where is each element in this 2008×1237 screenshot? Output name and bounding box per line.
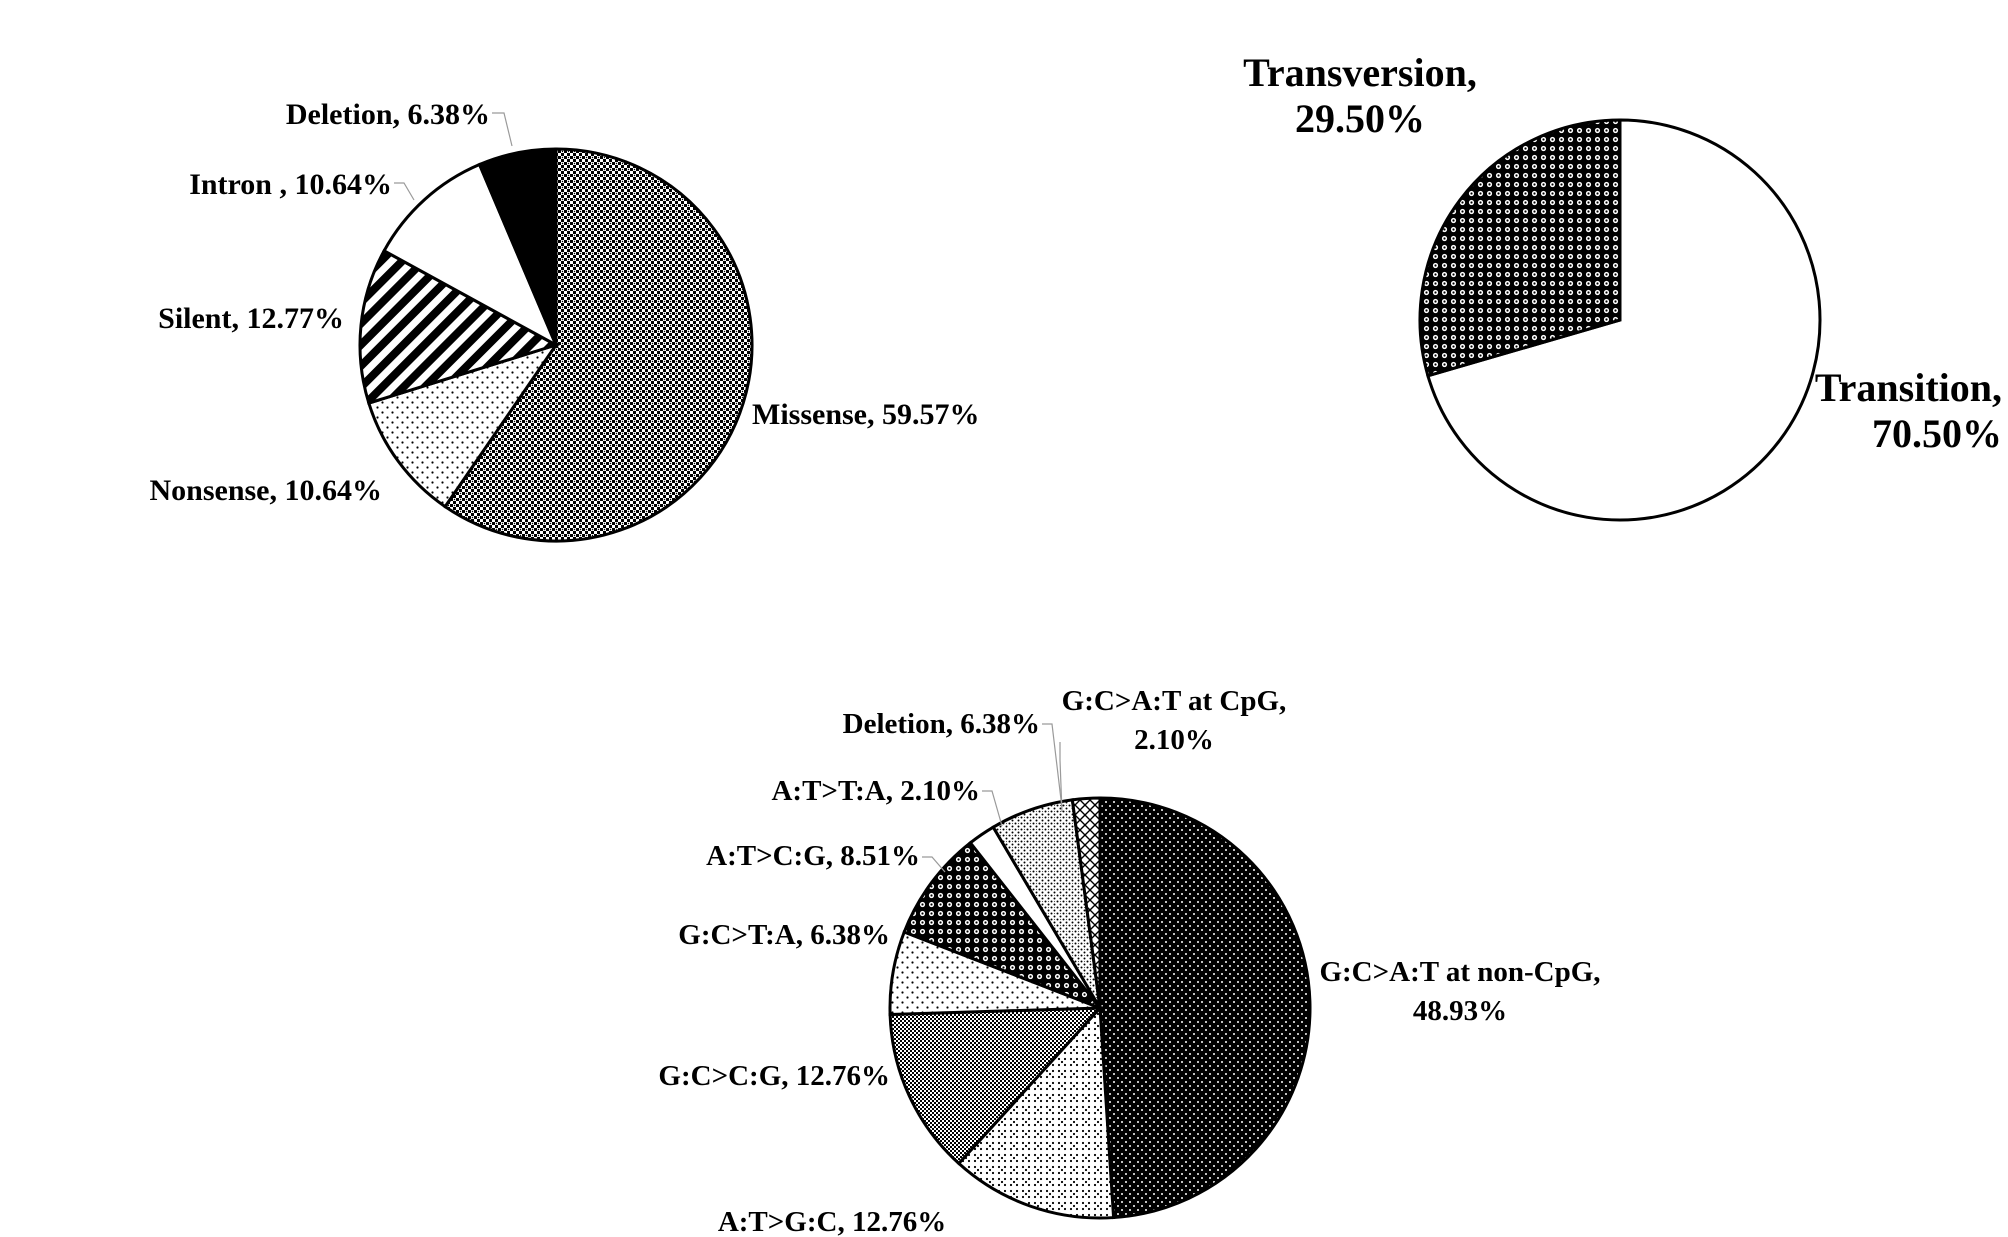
slice-label-line: 48.93% [1413, 995, 1507, 1027]
pie-slice [358, 248, 560, 405]
slice-label: G:C>T:A, 6.38% [678, 919, 890, 951]
pie-slice [1098, 796, 1312, 1220]
slice-label-line: Deletion, 6.38% [843, 708, 1040, 740]
slice-label: A:T>C:G, 8.51% [706, 840, 920, 872]
slice-label-line: Missense, 59.57% [752, 398, 980, 431]
slice-label-line: A:T>G:C, 12.76% [718, 1206, 946, 1237]
pie-slice [1418, 118, 1622, 378]
slice-label: G:C>A:T at non-CpG, 48.93% [1319, 956, 1600, 1027]
slice-label-line: 2.10% [1134, 724, 1214, 756]
pie-slice [366, 342, 560, 509]
slice-label-line: G:C>C:G, 12.76% [658, 1060, 890, 1092]
slice-label-line: G:C>A:T at CpG, [1062, 685, 1287, 717]
slice-label: Deletion, 6.38% [286, 98, 490, 131]
base-substitution-pie-chart: G:C>A:T at non-CpG, 48.93% A:T>G:C, 12.76%… [658, 685, 1600, 1237]
label-leader-line [1059, 742, 1063, 813]
slice-label-line: Nonsense, 10.64% [149, 474, 382, 507]
slice-label: Intron , 10.64% [189, 168, 392, 201]
slice-label: Nonsense, 10.64% [149, 474, 382, 507]
slice-label: G:C>A:T at CpG, 2.10% [1062, 685, 1287, 756]
slice-label-line: G:C>A:T at non-CpG, [1319, 956, 1600, 988]
slice-label-line: A:T>T:A, 2.10% [771, 775, 980, 807]
label-leader-line [922, 856, 946, 873]
pie-slice [477, 147, 558, 346]
slice-label: Transversion, 29.50% [1243, 50, 1477, 141]
label-leader-line [1042, 723, 1063, 809]
slice-label-line: Transversion, [1243, 50, 1477, 95]
transition-transversion-pie-chart: Transition, 70.50% Transversion, 29.50% [1243, 50, 2002, 522]
slice-label-line: Transition, [1815, 365, 2002, 410]
pie-slice [902, 840, 1105, 1012]
pie-slice [888, 1006, 1104, 1166]
label-leader-line [394, 182, 415, 201]
label-leader-line [982, 790, 1003, 827]
mutation-type-pie-chart: Missense, 59.57% Nonsense, 10.64% Silent, … [149, 98, 980, 543]
slice-label: Missense, 59.57% [752, 398, 980, 431]
slice-label-line: 70.50% [1872, 411, 2002, 456]
slice-label: Deletion, 6.38% [843, 708, 1040, 740]
slice-label-line: G:C>T:A, 6.38% [678, 919, 890, 951]
slice-label-line: Deletion, 6.38% [286, 98, 490, 131]
slice-label: G:C>C:G, 12.76% [658, 1060, 890, 1092]
pie-slice [956, 1004, 1116, 1220]
slice-label-line: 29.50% [1295, 96, 1425, 141]
label-leader-line [492, 112, 513, 147]
slice-label: Transition, 70.50% [1815, 365, 2002, 456]
slice-label-line: Intron , 10.64% [189, 168, 392, 201]
slice-label-line: Silent, 12.77% [158, 302, 344, 335]
pie-slice [382, 162, 560, 349]
pie-slice [1426, 118, 1822, 522]
pie-slice [1070, 796, 1102, 1009]
pie-slice [443, 147, 754, 543]
slice-label-line: A:T>C:G, 8.51% [706, 840, 920, 872]
slice-label: A:T>T:A, 2.10% [771, 775, 980, 807]
slice-label: A:T>G:C, 12.76% [718, 1206, 946, 1237]
slice-label: Silent, 12.77% [158, 302, 344, 335]
